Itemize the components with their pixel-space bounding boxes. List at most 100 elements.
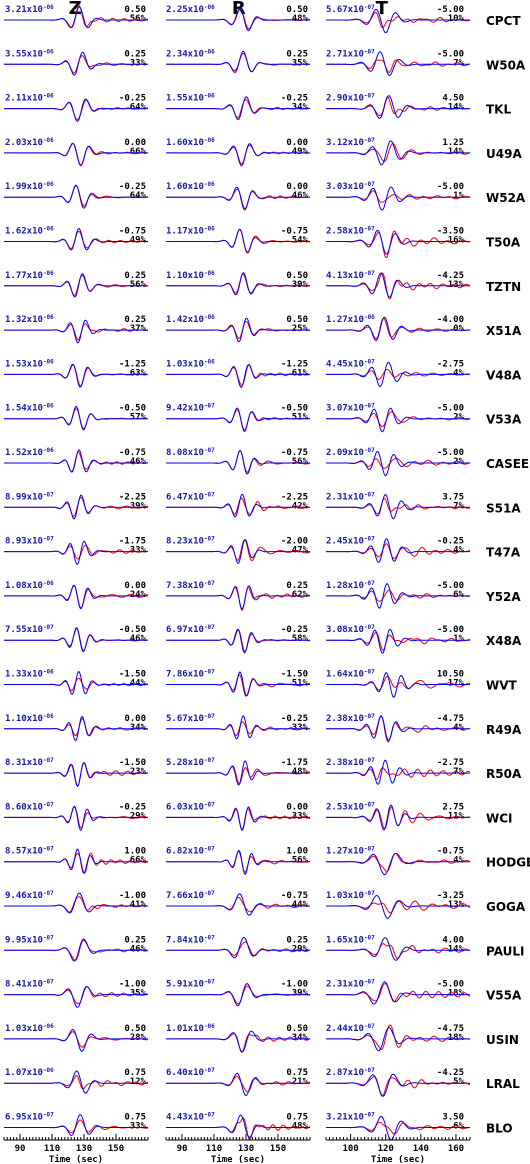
synthetic-waveform xyxy=(4,584,148,610)
amplitude-label: 4.45x10-07 xyxy=(326,358,375,369)
synthetic-waveform xyxy=(326,759,470,785)
amplitude-label: 7.66x10-07 xyxy=(166,890,215,901)
time-shift-label: -0.75 xyxy=(281,227,308,237)
variance-reduction-label: 14% xyxy=(448,944,465,954)
variance-reduction-label: 48% xyxy=(292,1122,309,1132)
time-shift-label: -1.00 xyxy=(119,891,146,901)
time-shift-label: 0.75 xyxy=(124,1068,146,1078)
variance-reduction-label: 48% xyxy=(292,767,309,777)
time-shift-label: -1.00 xyxy=(119,980,146,990)
time-shift-label: -1.75 xyxy=(119,537,146,547)
synthetic-waveform xyxy=(326,51,470,76)
amplitude-label: 1.77x10-06 xyxy=(5,270,54,281)
variance-reduction-label: 17% xyxy=(448,679,465,689)
time-shift-label: 0.25 xyxy=(286,935,308,945)
station-name: TZTN xyxy=(486,280,521,294)
variance-reduction-label: 64% xyxy=(130,191,147,201)
synthetic-waveform xyxy=(166,96,310,121)
time-shift-label: -0.25 xyxy=(281,714,308,724)
variance-reduction-label: 34% xyxy=(292,103,309,113)
amplitude-label: 3.03x10-07 xyxy=(326,181,375,192)
amplitude-label: 7.55x10-07 xyxy=(5,624,54,635)
time-shift-label: 1.00 xyxy=(286,847,308,857)
time-shift-label: 0.50 xyxy=(124,5,146,15)
synthetic-waveform xyxy=(166,50,310,73)
synthetic-waveform xyxy=(4,184,148,209)
synthetic-waveform xyxy=(326,272,470,298)
synthetic-waveform xyxy=(4,1070,148,1094)
variance-reduction-label: 51% xyxy=(292,679,309,689)
amplitude-label: 1.65x10-07 xyxy=(326,934,375,945)
amplitude-label: 2.09x10-07 xyxy=(326,447,375,458)
time-shift-label: -5.00 xyxy=(437,980,464,990)
time-shift-label: -5.00 xyxy=(437,404,464,414)
amplitude-label: 5.67x10-07 xyxy=(326,4,375,15)
station-name: TKL xyxy=(486,103,511,117)
amplitude-label: 3.55x10-06 xyxy=(5,48,54,59)
variance-reduction-label: 56% xyxy=(292,856,309,866)
variance-reduction-label: 49% xyxy=(130,236,147,246)
variance-reduction-label: 48% xyxy=(292,14,309,24)
synthetic-waveform xyxy=(166,628,310,654)
time-shift-label: -1.00 xyxy=(281,980,308,990)
synthetic-waveform xyxy=(326,894,470,919)
amplitude-label: 2.31x10-07 xyxy=(326,491,375,502)
amplitude-label: 2.90x10-07 xyxy=(326,93,375,104)
amplitude-label: 5.67x10-07 xyxy=(166,713,215,724)
variance-reduction-label: 56% xyxy=(292,457,309,467)
synthetic-waveform xyxy=(166,1072,310,1097)
time-shift-label: 0.75 xyxy=(124,1113,146,1123)
station-name: W52A xyxy=(486,191,526,205)
tick-label: 160 xyxy=(448,1144,464,1154)
variance-reduction-label: 4% xyxy=(453,856,464,866)
time-shift-label: 0.00 xyxy=(124,138,146,148)
synthetic-waveform xyxy=(4,273,148,298)
time-shift-label: 0.50 xyxy=(286,315,308,325)
variance-reduction-label: 35% xyxy=(292,58,309,68)
amplitude-label: 8.41x10-07 xyxy=(5,979,54,990)
time-shift-label: -0.25 xyxy=(281,625,308,635)
amplitude-label: 5.28x10-07 xyxy=(166,757,215,768)
variance-reduction-label: 33% xyxy=(130,546,147,556)
tick-label: 90 xyxy=(15,1144,26,1154)
amplitude-label: 8.31x10-07 xyxy=(5,757,54,768)
variance-reduction-label: 29% xyxy=(130,811,147,821)
amplitude-label: 7.38x10-07 xyxy=(166,580,215,591)
synthetic-waveform xyxy=(326,186,470,211)
synthetic-waveform xyxy=(4,671,148,695)
amplitude-label: 7.84x10-07 xyxy=(166,934,215,945)
amplitude-label: 1.03x10-06 xyxy=(166,358,215,369)
amplitude-label: 1.10x10-06 xyxy=(5,713,54,724)
tick-label: 130 xyxy=(76,1144,92,1154)
synthetic-waveform xyxy=(4,51,148,76)
time-shift-label: -0.50 xyxy=(281,404,308,414)
time-shift-label: 0.25 xyxy=(286,49,308,59)
time-shift-label: 0.25 xyxy=(124,271,146,281)
amplitude-label: 1.52x10-06 xyxy=(5,447,54,458)
synthetic-waveform xyxy=(326,937,470,961)
amplitude-label: 2.03x10-06 xyxy=(5,137,54,148)
variance-reduction-label: 39% xyxy=(292,280,309,290)
time-shift-label: 3.75 xyxy=(442,492,464,502)
time-shift-label: 1.25 xyxy=(442,138,464,148)
tick-label: 110 xyxy=(44,1144,60,1154)
synthetic-waveform xyxy=(166,407,310,433)
time-shift-label: -0.25 xyxy=(119,182,146,192)
variance-reduction-label: 33% xyxy=(130,58,147,68)
amplitude-label: 1.08x10-06 xyxy=(5,580,54,591)
amplitude-label: 1.33x10-06 xyxy=(5,669,54,680)
variance-reduction-label: 66% xyxy=(130,147,147,157)
time-shift-label: -0.25 xyxy=(437,537,464,547)
variance-reduction-label: 13% xyxy=(448,900,465,910)
time-shift-label: -0.25 xyxy=(281,94,308,104)
amplitude-label: 6.82x10-07 xyxy=(166,846,215,857)
amplitude-label: 2.11x10-06 xyxy=(5,93,54,104)
time-shift-label: 3.50 xyxy=(442,1113,464,1123)
amplitude-label: 1.32x10-06 xyxy=(5,314,54,325)
